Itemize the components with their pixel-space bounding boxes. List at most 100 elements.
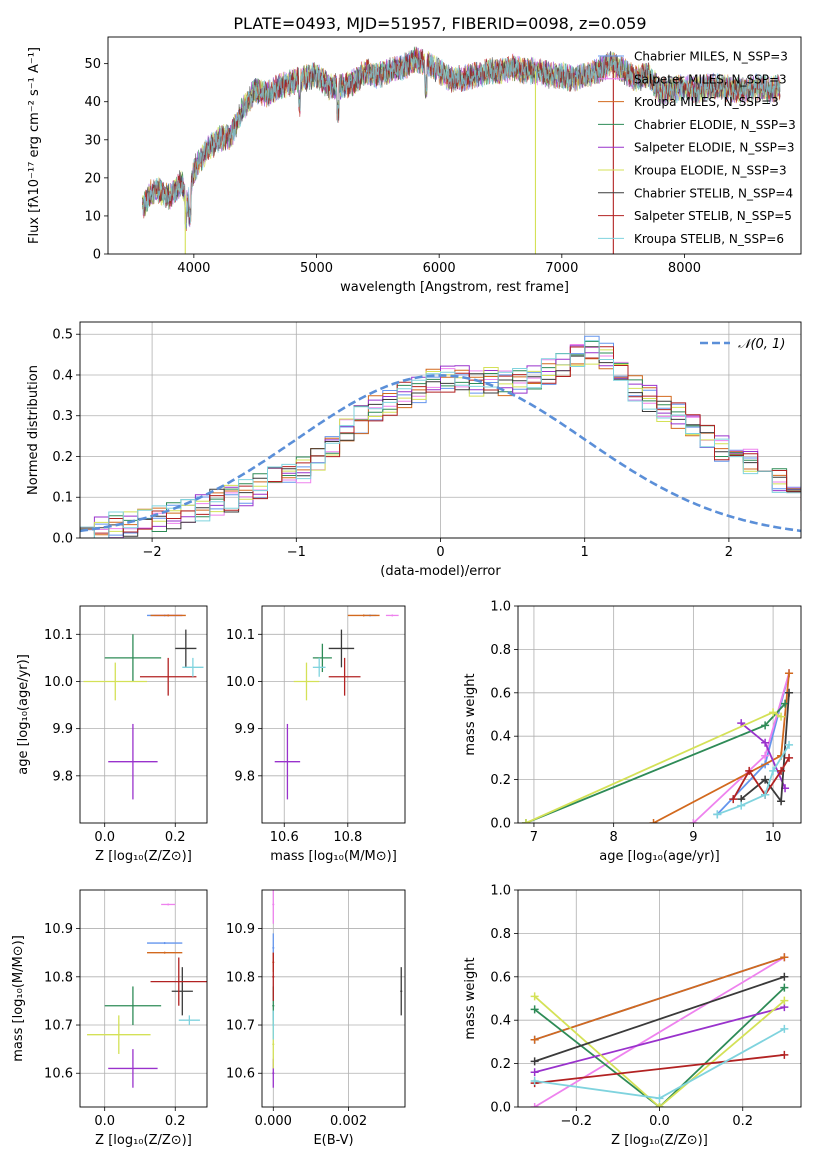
weight-series-line xyxy=(534,986,786,1107)
x-axis-label: Z [log₁₀(Z/Z⊙)] xyxy=(611,1133,708,1148)
legend-label: Salpeter ELODIE, N_SSP=3 xyxy=(634,141,795,155)
plot-area xyxy=(141,46,781,254)
mass-vs-metallicity-panel: 0.0 0.2 10.6 10.7 10.8 10.9 Z [log₁₀(Z/Z⊙)] mas… xyxy=(11,889,208,1148)
x-tick-label: 1 xyxy=(581,545,589,560)
weight-marker xyxy=(655,1103,664,1107)
legend-label: Kroupa ELODIE, N_SSP=3 xyxy=(634,164,787,178)
weight-series-line xyxy=(534,1006,785,1074)
y-tick-label: 20 xyxy=(84,171,101,186)
x-tick-label: 0.2 xyxy=(165,1114,186,1129)
x-tick-label: 0.2 xyxy=(165,830,186,845)
plot-area xyxy=(80,335,801,538)
weight-marker xyxy=(761,751,770,760)
y-tick-label: 10.7 xyxy=(226,1019,255,1034)
y-tick-label: 0 xyxy=(93,248,101,263)
legend-label: Kroupa STELIB, N_SSP=6 xyxy=(634,232,784,246)
y-tick-label: 0.0 xyxy=(490,1101,511,1116)
x-axis-label: wavelength [Angstrom, rest frame] xyxy=(340,280,569,295)
weight-marker xyxy=(761,790,770,799)
x-tick-label: −2 xyxy=(143,545,162,560)
y-axis-label: age [log₁₀(age/yr)] xyxy=(16,654,31,775)
plot-frame xyxy=(517,889,802,1108)
plot-area xyxy=(83,614,204,800)
y-tick-label: 0.2 xyxy=(52,450,73,465)
weight-marker xyxy=(785,753,794,762)
legend-label: 𝒩(0, 1) xyxy=(738,337,785,352)
weight-marker xyxy=(530,1035,539,1044)
weight-marker xyxy=(780,1050,789,1059)
histogram-series xyxy=(80,358,801,536)
x-axis-label: mass [log₁₀(M/M⊙)] xyxy=(270,849,397,864)
x-tick-label: 2 xyxy=(725,545,733,560)
y-tick-label: 9.9 xyxy=(52,722,73,737)
plot-area xyxy=(521,669,794,823)
histogram-series xyxy=(80,340,801,538)
y-tick-label: 10.1 xyxy=(226,628,255,643)
age-vs-metallicity-panel: 0.0 0.2 9.8 9.9 10.0 10.1 Z [log₁₀(Z/Z⊙)] age [… xyxy=(16,605,208,864)
x-tick-label: 0.0 xyxy=(94,830,115,845)
weight-marker xyxy=(530,1103,539,1107)
x-tick-label: 0.002 xyxy=(330,1114,367,1129)
y-axis-label: mass [log₁₀(M/M⊙)] xyxy=(11,935,26,1062)
weight-marker xyxy=(780,996,789,1005)
weight-series-line xyxy=(525,711,782,823)
x-axis-label: age [log₁₀(age/yr)] xyxy=(599,849,720,864)
residuals-panel: −2 −1 0 1 2 0.0 0.1 0.2 0.3 0.4 0.5 (data-model)/er… xyxy=(26,321,802,579)
y-tick-label: 0.1 xyxy=(52,491,73,506)
weight-marker xyxy=(530,1005,539,1014)
normal-reference-curve xyxy=(80,374,801,533)
legend-label: Salpeter MILES, N_SSP=3 xyxy=(634,72,787,86)
y-tick-label: 10.8 xyxy=(226,970,255,985)
x-tick-label: 8000 xyxy=(668,261,701,276)
x-tick-label: 8 xyxy=(610,830,618,845)
legend-label: Salpeter STELIB, N_SSP=5 xyxy=(634,209,792,223)
y-axis-label: mass weight xyxy=(463,673,478,755)
plot-frame xyxy=(79,605,208,824)
age-vs-mass-panel: 10.6 10.8 9.8 9.9 10.0 10.1 mass [log₁₀(M/M⊙)] xyxy=(226,605,406,864)
x-tick-label: 4000 xyxy=(177,261,210,276)
weight-marker xyxy=(780,972,789,981)
y-tick-label: 0.4 xyxy=(490,730,511,745)
y-tick-label: 9.9 xyxy=(234,722,255,737)
mass-vs-ebv-panel: 0.000 0.002 10.6 10.7 10.8 10.9 E(B-V) xyxy=(226,889,406,1148)
y-tick-label: 10.9 xyxy=(44,922,73,937)
x-tick-label: 7 xyxy=(530,830,538,845)
weight-marker xyxy=(729,795,738,804)
weight-marker xyxy=(737,801,746,810)
weight-vs-metallicity-panel: −0.2 0.0 0.2 0.0 0.2 0.4 0.6 0.8 1.0 Z [log₁₀(Z/Z… xyxy=(463,884,802,1148)
x-tick-label: 0.0 xyxy=(649,1114,670,1129)
y-tick-label: 0.2 xyxy=(490,1057,511,1072)
y-tick-label: 10.1 xyxy=(44,628,73,643)
weight-marker xyxy=(530,1068,539,1077)
y-tick-label: 0.8 xyxy=(490,927,511,942)
weight-marker xyxy=(769,708,778,717)
y-tick-label: 0.4 xyxy=(52,368,73,383)
weight-marker xyxy=(780,983,789,992)
histogram-series xyxy=(80,349,801,532)
y-tick-label: 9.8 xyxy=(234,769,255,784)
weight-marker xyxy=(530,1057,539,1066)
y-tick-label: 0.6 xyxy=(490,970,511,985)
weight-marker xyxy=(777,766,786,775)
weight-marker xyxy=(780,1024,789,1033)
x-axis-label: (data-model)/error xyxy=(380,564,501,579)
x-axis-label: Z [log₁₀(Z/Z⊙)] xyxy=(95,849,192,864)
y-tick-label: 1.0 xyxy=(490,600,511,615)
y-tick-label: 10.0 xyxy=(226,675,255,690)
histogram-series xyxy=(80,346,801,534)
plot-frame xyxy=(517,605,802,824)
y-tick-label: 10.6 xyxy=(44,1067,73,1082)
plot-frame xyxy=(79,889,208,1108)
weight-marker xyxy=(785,740,794,749)
y-tick-label: 10.6 xyxy=(226,1067,255,1082)
plot-frame xyxy=(107,36,802,255)
weight-series-line xyxy=(534,995,785,1107)
legend-label: Kroupa MILES, N_SSP=3 xyxy=(634,95,779,109)
weight-marker xyxy=(785,669,794,678)
plot-frame xyxy=(261,605,406,824)
weight-marker xyxy=(745,766,754,775)
x-tick-label: 10 xyxy=(765,830,782,845)
y-tick-label: 40 xyxy=(84,95,101,110)
y-tick-label: 10 xyxy=(84,209,101,224)
